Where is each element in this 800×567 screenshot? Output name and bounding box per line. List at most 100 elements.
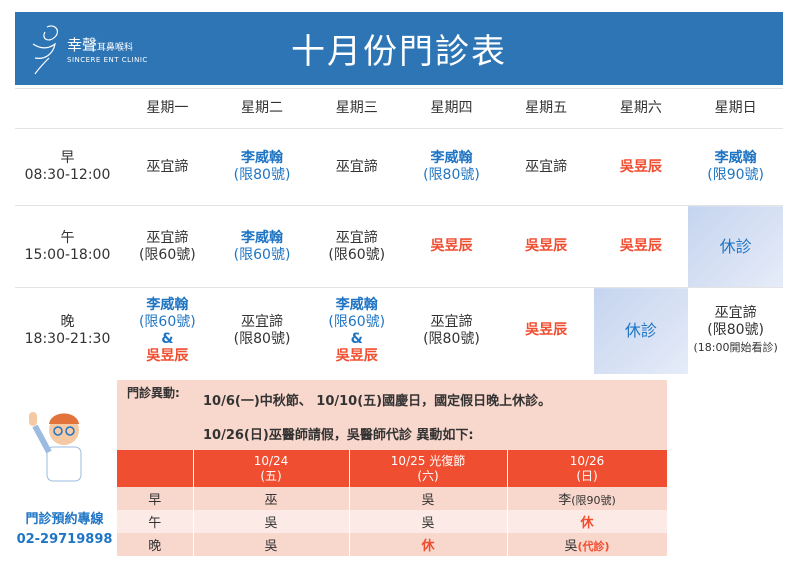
schedule-cell: 李威翰 (限80號) [404, 128, 499, 206]
doctor-entry: 吳昱辰 [404, 238, 499, 255]
notes-line: 10/26(日)巫醫師請假，吳醫師代診 異動如下: [203, 428, 474, 443]
patient-limit: (限60號) [328, 246, 386, 263]
schedule-cell: 李威翰 (限60號) & 吳昱辰 [309, 287, 405, 374]
corner-cell [117, 450, 194, 487]
day-header: 星期一 [120, 88, 215, 129]
doctor-name: 吳昱辰 [335, 347, 378, 364]
logo-name: 幸聲耳鼻喉科 [67, 36, 134, 54]
doctor-name: 吳昱辰 [430, 238, 473, 254]
doctor-entry: 巫宜諦 (限60號) [120, 230, 215, 264]
ampersand: & [161, 330, 174, 347]
schedule-cell: 休診 [688, 205, 783, 288]
date: 10/26 [569, 453, 605, 468]
date-header: 10/26 (日) [507, 450, 668, 487]
notes-line: 10/6(一)中秋節、 10/10(五)國慶日，國定假日晚上休診。 [203, 394, 552, 409]
change-cell: 吳 [193, 510, 350, 533]
doctor-entry: 李威翰 (限60號) [309, 297, 404, 331]
doctor-entry: 李威翰 (限60號) [215, 230, 310, 264]
doctor-abbr: 李 [558, 493, 572, 508]
doctor-name: 吳昱辰 [525, 238, 568, 254]
bird-logo-icon [32, 25, 59, 75]
corner-cell [15, 88, 120, 129]
day-header: 星期四 [404, 88, 499, 129]
doctor-name: 巫宜諦 [335, 229, 378, 246]
doctor-name: 巫宜諦 [146, 229, 189, 246]
doctor-name: 吳昱辰 [146, 347, 189, 364]
hotline-phone[interactable]: 02-29719898 [16, 532, 113, 547]
period-cell: 晚 18:30-21:30 [15, 287, 120, 374]
doctor-entry: 吳昱辰 [499, 322, 594, 339]
doctor-entry: 李威翰 (限80號) [215, 150, 310, 184]
booking-hotline: 門診預約專線 02-29719898 [12, 510, 117, 550]
logo-english: SINCERE ENT CLINIC [67, 56, 148, 64]
patient-limit: (限80號) [423, 330, 480, 347]
weekday: (日) [576, 468, 598, 483]
doctor-name: 李威翰 [241, 229, 284, 246]
doctor-name: 吳昱辰 [525, 322, 568, 339]
start-note: (18:00開始看診) [693, 341, 778, 355]
change-cell: 吳(代診) [507, 533, 668, 556]
ampersand: & [350, 330, 363, 347]
doctor-name: 李威翰 [241, 150, 284, 166]
clinic-logo: 幸聲耳鼻喉科 SINCERE ENT CLINIC [29, 22, 169, 77]
patient-limit: (限80號) [233, 330, 291, 347]
patient-limit: (限80號) [233, 167, 291, 183]
page-title: 十月份門診表 [291, 32, 507, 72]
schedule-cell: 巫宜諦 [309, 128, 405, 206]
doctor-entry: 吳昱辰 [594, 159, 689, 176]
change-cell: 吳 [349, 510, 508, 533]
doctor-name: 巫宜諦 [335, 158, 378, 175]
schedule-row-morning: 早 08:30-12:00 巫宜諦 李威翰 (限80號) 巫宜諦 李威翰 (限80號) 巫宜諦吳… [15, 128, 783, 206]
patient-limit: (限60號) [328, 313, 386, 330]
schedule-cell: 巫宜諦 (限80號) [214, 287, 310, 374]
day-header: 星期六 [593, 88, 689, 129]
schedule-cell: 李威翰 (限60號) & 吳昱辰 [120, 287, 215, 374]
doctor-entry: 李威翰 (限60號) [120, 297, 215, 331]
schedule-cell: 李威翰 (限90號) [688, 128, 783, 206]
doctor-name: 巫宜諦 [525, 158, 568, 175]
schedule-cell: 吳昱辰 [498, 205, 594, 288]
schedule-cell: 巫宜諦 [498, 128, 594, 206]
schedule-row-evening: 晚 18:30-21:30 李威翰 (限60號) & 吳昱辰 巫宜諦 (限80號) 李威翰 (限6… [15, 287, 783, 374]
doctor-name: 李威翰 [146, 296, 189, 313]
changes-row: 晚吳休吳(代診) [117, 533, 668, 556]
change-cell: 巫 [193, 487, 350, 510]
changes-row: 早 巫 吳 李(限90號) [117, 487, 668, 510]
schedule-table: 星期一 星期二 星期三 星期四 星期五 星期六 星期日早 08:30-12:00 巫宜諦 李威翰(… [15, 88, 783, 374]
schedule-cell: 吳昱辰 [593, 205, 689, 288]
period-time: 15:00-18:00 [24, 246, 111, 263]
change-cell: 休 [349, 533, 508, 556]
closed-label: 休診 [624, 321, 657, 341]
period-cell: 午 15:00-18:00 [15, 205, 120, 288]
doctor-abbr: 吳 [421, 493, 435, 508]
change-highlight: 休 [421, 539, 435, 554]
weekday: (六) [417, 468, 439, 483]
doctor-abbr: 吳 [564, 539, 578, 554]
day-header: 星期日 [688, 88, 783, 129]
schedule-cell: 巫宜諦 (限60號) [309, 205, 405, 288]
changes-header-row: 10/24 (五) 10/25 光復節 (六) 10/26 (日) [117, 450, 668, 487]
hotline-label: 門診預約專線 [25, 512, 104, 527]
patient-limit: (限60號) [233, 246, 291, 263]
patient-limit: (限80號) [707, 322, 764, 339]
patient-limit: (限60號) [138, 246, 196, 263]
date: 10/25 光復節 [390, 453, 466, 468]
period-name: 午 [60, 229, 75, 246]
period-time: 08:30-12:00 [24, 167, 111, 183]
doctor-illustration-icon [29, 412, 82, 482]
day-header: 星期五 [498, 88, 594, 129]
doctor-entry: 李威翰 (限90號) [688, 150, 783, 184]
change-cell: 吳 [349, 487, 508, 510]
doctor-entry: 李威翰 (限80號) [404, 150, 499, 184]
doctor-name: 巫宜諦 [430, 313, 473, 330]
period-time: 18:30-21:30 [24, 330, 111, 347]
period-cell: 午 [117, 510, 194, 533]
schedule-cell: 巫宜諦 (限80號) (18:00開始看診) [688, 287, 783, 374]
schedule-cell: 吳昱辰 [404, 205, 499, 288]
schedule-cell: 休診 [593, 287, 689, 374]
doctor-name: 吳昱辰 [619, 158, 662, 175]
schedule-cell: 李威翰 (限60號) [214, 205, 310, 288]
patient-limit: (限60號) [138, 313, 196, 330]
change-highlight: 休 [580, 516, 594, 531]
doctor-entry: 吳昱辰 [499, 238, 594, 255]
